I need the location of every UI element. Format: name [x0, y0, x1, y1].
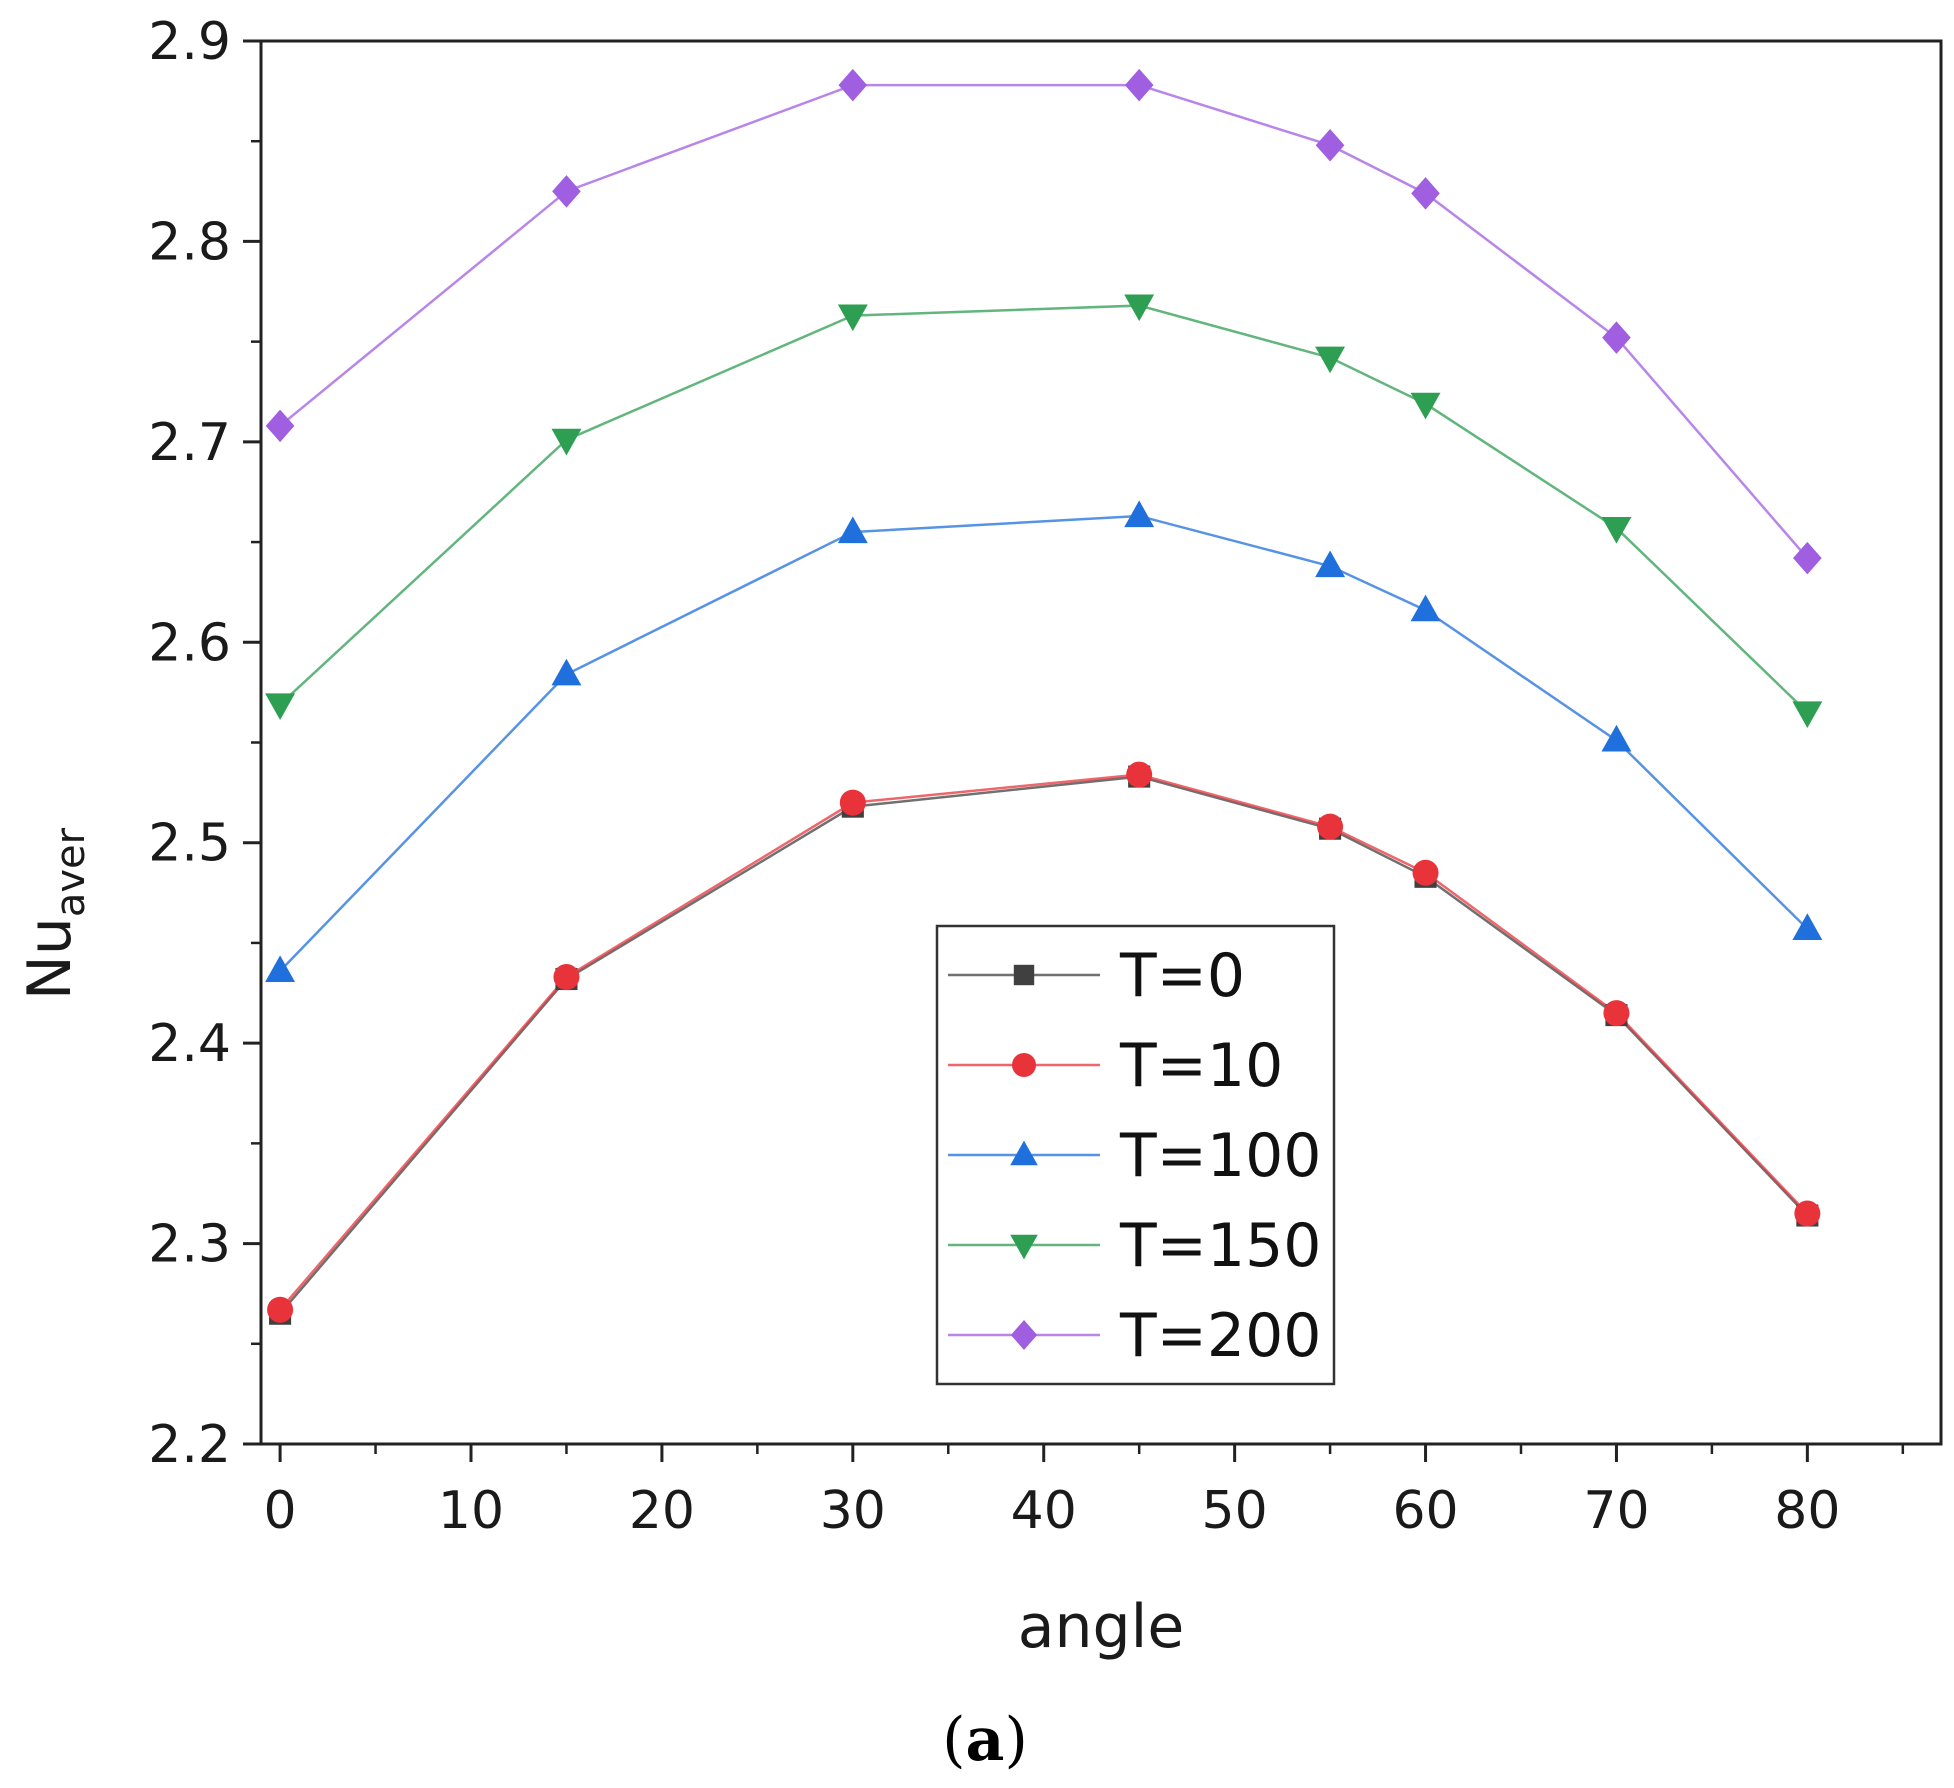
- caption-letter: a: [966, 1705, 1005, 1775]
- y-tick-label: 2.7: [148, 413, 231, 473]
- data-point-t-150: [265, 693, 296, 721]
- figure-caption: (a): [942, 1705, 1028, 1775]
- legend-marker-t-10: [1012, 1053, 1036, 1077]
- x-tick-label: 0: [264, 1481, 297, 1541]
- data-point-t-150: [1315, 346, 1346, 374]
- y-axis-title-main: Nu: [15, 917, 85, 1000]
- data-point-t-100: [265, 955, 296, 983]
- data-point-t-150: [837, 304, 868, 332]
- caption-paren-open: (: [942, 1705, 965, 1775]
- data-point-t-10: [553, 964, 580, 991]
- series-line-t-200: [279, 83, 1809, 559]
- y-tick-label: 2.9: [148, 12, 231, 72]
- data-point-t-10: [267, 1296, 294, 1323]
- data-point-t-200: [552, 175, 581, 208]
- x-axis-title: angle: [1018, 1592, 1184, 1662]
- axis-tick-labels: 0 10 20 30 40 50 60 70 80 2.2 2.3 2.4 2.5 2.6 2.7 2.8 2.…: [148, 12, 1840, 1541]
- x-tick-label: 40: [1011, 1481, 1077, 1541]
- x-tick-label: 30: [820, 1481, 886, 1541]
- y-tick-label: 2.8: [148, 212, 231, 272]
- series-lines: [279, 83, 1809, 1315]
- y-axis-title-sub: aver: [48, 827, 94, 917]
- legend-marker-t-200: [1010, 1320, 1038, 1350]
- x-tick-label: 80: [1774, 1481, 1840, 1541]
- data-point-t-100: [1124, 500, 1155, 528]
- data-point-t-150: [1601, 516, 1632, 544]
- caption-paren-close: ): [1004, 1705, 1027, 1775]
- y-tick-label: 2.6: [148, 613, 231, 673]
- legend-marker-t-100: [1010, 1140, 1038, 1166]
- data-point-t-100: [551, 658, 582, 686]
- legend-marker-t-0: [1013, 964, 1035, 986]
- x-tick-label: 70: [1583, 1481, 1649, 1541]
- series-line-t-0: [279, 775, 1809, 1315]
- x-tick-label: 50: [1202, 1481, 1268, 1541]
- legend-label-t-0: T=0: [1119, 941, 1245, 1011]
- legend-label-t-100: T=100: [1119, 1121, 1321, 1191]
- series-line-t-150: [279, 304, 1809, 714]
- data-point-t-150: [551, 428, 582, 456]
- data-point-t-10: [1412, 859, 1439, 886]
- data-point-t-10: [839, 789, 866, 816]
- legend-marker-t-150: [1010, 1234, 1038, 1260]
- data-point-t-100: [1601, 724, 1632, 752]
- data-point-t-10: [1794, 1200, 1821, 1227]
- y-tick-label: 2.4: [148, 1014, 231, 1074]
- data-point-t-150: [1124, 294, 1155, 322]
- data-point-t-200: [838, 68, 868, 102]
- legend: T=0 T=10 T=100 T=150 T=200: [935, 924, 1336, 1386]
- data-point-t-200: [1411, 177, 1440, 210]
- data-point-t-200: [1124, 68, 1154, 102]
- data-point-t-100: [1410, 594, 1441, 622]
- data-point-t-10: [1603, 1000, 1630, 1027]
- x-tick-label: 60: [1392, 1481, 1458, 1541]
- x-tick-label: 20: [629, 1481, 695, 1541]
- series-line-t-100: [279, 514, 1809, 972]
- legend-label-t-10: T=10: [1119, 1031, 1283, 1101]
- data-point-t-200: [1793, 541, 1822, 575]
- series-markers: [265, 68, 1823, 1325]
- data-point-t-100: [837, 516, 868, 544]
- data-point-t-200: [265, 409, 295, 443]
- y-axis-title: Nuaver: [15, 827, 94, 1000]
- data-point-t-10: [1126, 761, 1153, 788]
- data-point-t-100: [1315, 550, 1346, 578]
- data-point-t-200: [1602, 321, 1631, 354]
- x-tick-label: 10: [438, 1481, 504, 1541]
- y-tick-label: 2.2: [148, 1415, 231, 1475]
- data-point-t-150: [1792, 701, 1823, 729]
- legend-label-t-150: T=150: [1119, 1211, 1321, 1281]
- y-tick-label: 2.3: [148, 1215, 231, 1275]
- data-point-t-200: [1315, 128, 1345, 162]
- data-point-t-150: [1410, 392, 1441, 420]
- axis-ticks: [243, 39, 1905, 1462]
- data-point-t-10: [1317, 813, 1344, 840]
- legend-label-t-200: T=200: [1119, 1301, 1321, 1371]
- y-tick-label: 2.5: [148, 814, 231, 874]
- data-point-t-100: [1792, 913, 1823, 940]
- series-line-t-10: [279, 773, 1809, 1311]
